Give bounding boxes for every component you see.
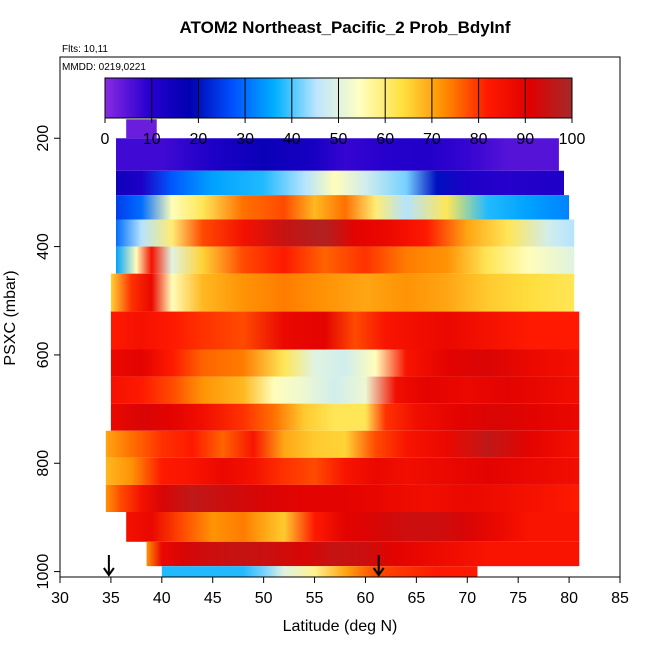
heatmap-band <box>116 246 575 274</box>
heatmap-band <box>126 512 580 542</box>
y-tick-label: 400 <box>35 233 52 260</box>
heatmap-band <box>110 349 580 377</box>
heatmap-band <box>126 119 157 139</box>
colorbar-tick-label: 50 <box>330 131 348 148</box>
heatmap-band <box>105 457 580 485</box>
arrow-marker <box>372 555 385 577</box>
heatmap-band <box>110 311 580 350</box>
colorbar-tick-label: 70 <box>423 131 441 148</box>
flights-annotation: Flts: 10,11 <box>62 44 108 55</box>
colorbar-tick-label: 10 <box>143 131 161 148</box>
heatmap-layer <box>105 119 580 577</box>
date-annotation: MMDD: 0219,0221 <box>62 62 146 73</box>
heatmap-band <box>161 566 478 577</box>
x-tick-label: 50 <box>255 590 273 607</box>
x-tick-label: 75 <box>509 590 527 607</box>
y-tick-label: 200 <box>35 125 52 152</box>
colorbar-tick-label: 90 <box>516 131 534 148</box>
heatmap-band <box>116 219 575 247</box>
x-axis-label: Latitude (deg N) <box>283 618 398 635</box>
heatmap-band <box>116 138 559 171</box>
heatmap-band <box>110 403 580 431</box>
x-tick-label: 60 <box>357 590 375 607</box>
colorbar-tick-label: 40 <box>283 131 301 148</box>
heatmap-band <box>110 376 580 404</box>
heatmap-band <box>146 541 580 567</box>
x-tick-label: 40 <box>153 590 171 607</box>
y-tick-label: 1000 <box>35 554 52 590</box>
x-tick-label: 55 <box>306 590 324 607</box>
colorbar-tick-label: 100 <box>559 131 586 148</box>
x-tick-label: 30 <box>51 590 69 607</box>
arrow-marker <box>103 555 115 577</box>
y-tick-label: 600 <box>35 341 52 368</box>
x-tick-label: 45 <box>204 590 222 607</box>
x-tick-label: 85 <box>611 590 629 607</box>
latitude-arrows <box>103 555 385 577</box>
y-tick-label: 800 <box>35 450 52 477</box>
heatmap-band <box>105 430 580 458</box>
colorbar-tick-label: 0 <box>101 131 110 148</box>
heatmap-band <box>105 484 580 512</box>
colorbar-tick-label: 80 <box>470 131 488 148</box>
heatmap-band <box>110 273 575 312</box>
colorbar-tick-label: 30 <box>236 131 254 148</box>
x-tick-label: 70 <box>458 590 476 607</box>
plot-frame <box>59 56 621 578</box>
heatmap-band <box>116 195 570 220</box>
colorbar-tick-label: 20 <box>190 131 208 148</box>
x-tick-label: 65 <box>407 590 425 607</box>
y-axis-label: PSXC (mbar) <box>2 270 19 365</box>
colorbar-tick-label: 60 <box>376 131 394 148</box>
x-tick-label: 80 <box>560 590 578 607</box>
colorbar: 0 10 20 30 40 50 60 70 80 90 100 <box>101 77 586 148</box>
chart-title: ATOM2 Northeast_Pacific_2 Prob_BdyInf <box>180 18 511 37</box>
heatmap-band <box>116 170 564 196</box>
x-tick-label: 35 <box>102 590 120 607</box>
